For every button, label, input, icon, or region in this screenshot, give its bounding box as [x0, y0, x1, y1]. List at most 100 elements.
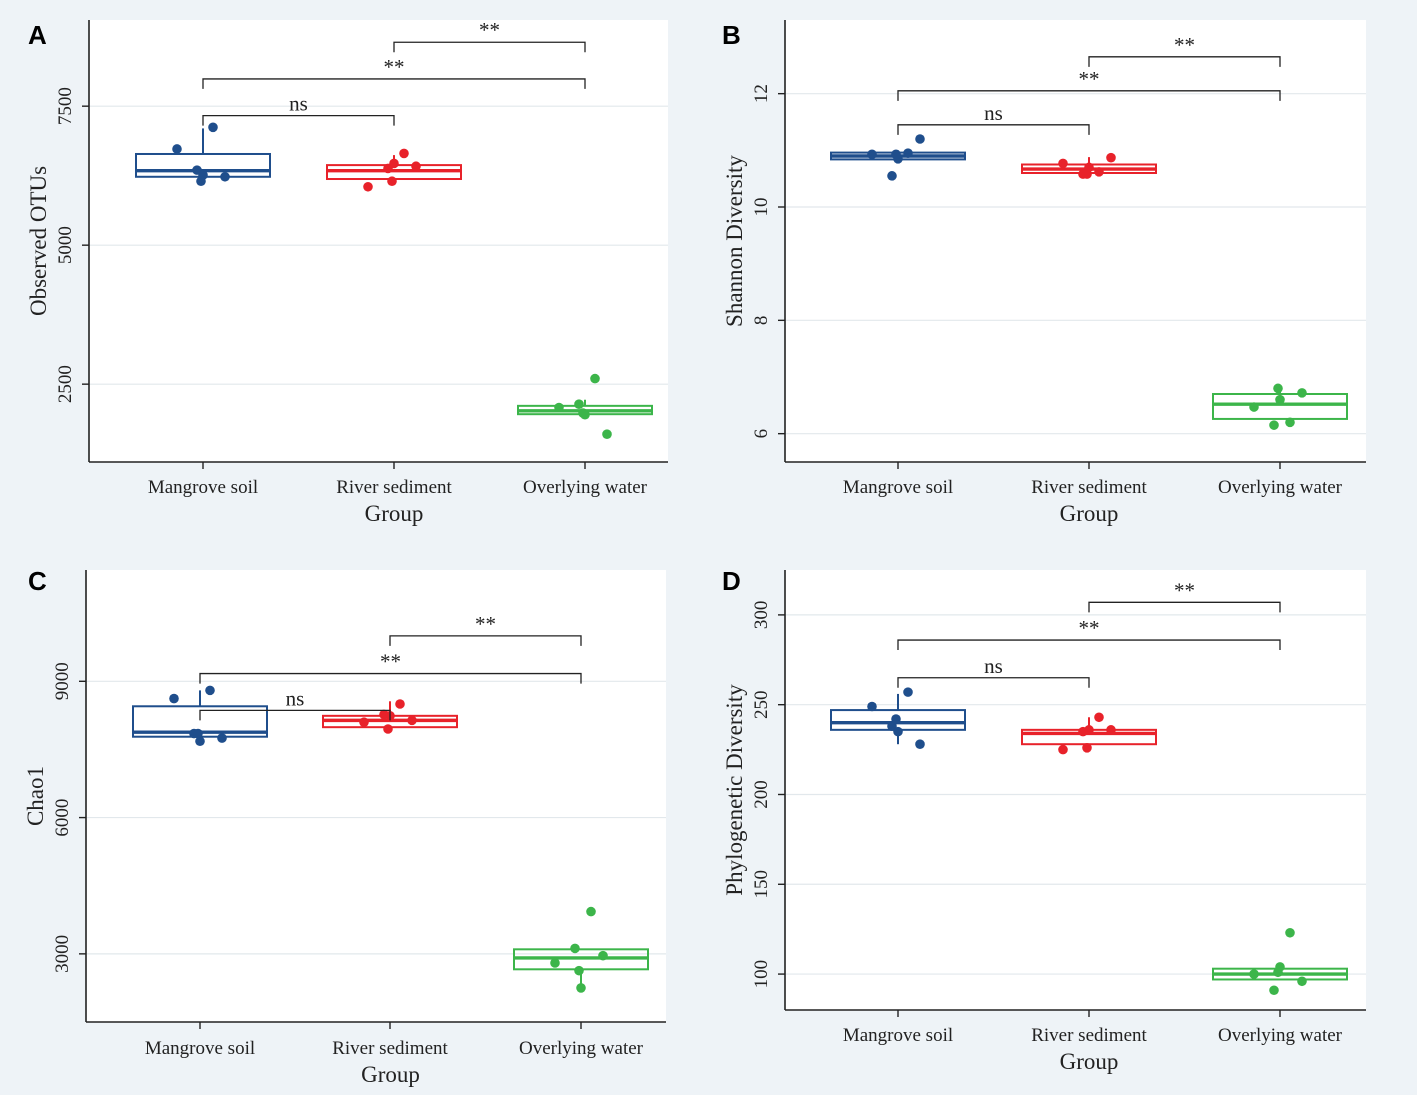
y-axis-title: Phylogenetic Diversity — [722, 684, 747, 896]
data-point — [195, 736, 205, 747]
data-point — [598, 950, 608, 961]
data-point — [1273, 383, 1283, 394]
data-point — [1106, 152, 1116, 163]
data-point — [395, 699, 405, 709]
data-point — [205, 685, 215, 696]
y-tick-label: 12 — [751, 84, 772, 103]
y-tick-label: 150 — [751, 870, 772, 899]
x-tick-label: Mangrove soil — [843, 1025, 953, 1046]
panel-letter: C — [28, 566, 47, 596]
panel-d: 100 150 200 250 300 Mangrove soil River sedime… — [722, 566, 1366, 1074]
data-point — [570, 943, 580, 954]
data-point — [1094, 167, 1104, 177]
data-point — [1058, 744, 1068, 755]
data-point — [903, 148, 913, 158]
significance-label: ** — [475, 612, 496, 636]
y-axis-title: Chao1 — [23, 766, 48, 826]
data-point — [359, 717, 369, 727]
x-tick-label: River sediment — [1031, 477, 1147, 498]
data-point — [590, 373, 600, 384]
significance-label: ns — [289, 92, 308, 116]
significance-bracket — [897, 677, 1090, 688]
y-axis-title: Observed OTUs — [26, 166, 51, 316]
significance-bracket — [389, 635, 582, 646]
data-point — [1285, 417, 1295, 428]
panel-c: 3000 6000 9000 Mangrove soil River sediment O… — [23, 566, 666, 1087]
data-point — [1297, 388, 1307, 398]
data-point — [1275, 394, 1285, 405]
significance-bracket — [202, 78, 586, 89]
data-point — [1058, 158, 1068, 169]
panel-letter: B — [722, 20, 741, 50]
data-point — [893, 726, 903, 737]
data-point — [915, 134, 925, 144]
plot-area — [89, 20, 668, 462]
plot-area — [785, 570, 1366, 1010]
data-point — [1297, 976, 1307, 987]
y-tick-label: 5000 — [55, 226, 76, 264]
data-point — [193, 728, 203, 739]
y-tick-label: 3000 — [52, 935, 73, 973]
data-point — [574, 965, 584, 976]
data-point — [867, 701, 877, 712]
significance-label: ** — [1174, 578, 1195, 602]
significance-bracket — [1088, 56, 1281, 67]
y-tick-label: 8 — [751, 316, 772, 326]
y-tick-label: 200 — [751, 780, 772, 809]
data-point — [217, 733, 227, 743]
x-axis-title: Group — [1060, 501, 1119, 526]
y-tick-label: 100 — [751, 960, 772, 989]
data-point — [389, 158, 399, 169]
data-point — [576, 983, 586, 993]
x-tick-label: Overlying water — [519, 1038, 644, 1059]
significance-bracket — [1088, 601, 1281, 613]
x-tick-label: Mangrove soil — [145, 1038, 255, 1059]
significance-label: ** — [384, 55, 405, 79]
y-tick-label: 6 — [751, 429, 772, 439]
x-tick-label: Overlying water — [1218, 1025, 1343, 1046]
data-point — [1082, 169, 1092, 179]
data-point — [220, 171, 230, 182]
data-point — [1084, 725, 1094, 735]
data-point — [208, 122, 218, 133]
data-point — [363, 181, 373, 192]
data-point — [1082, 742, 1092, 753]
significance-label: ** — [1174, 33, 1195, 57]
y-tick-label: 9000 — [52, 662, 73, 700]
significance-bracket — [199, 709, 391, 721]
data-point — [574, 399, 584, 409]
data-point — [387, 176, 397, 187]
data-point — [903, 687, 913, 697]
panel-b: 6 8 10 12 Mangrove soil River sediment Overlyi… — [722, 20, 1366, 526]
data-point — [1285, 927, 1295, 938]
data-point — [1269, 985, 1279, 996]
x-tick-label: Overlying water — [523, 477, 648, 498]
data-point — [602, 429, 612, 440]
x-tick-label: Mangrove soil — [148, 477, 258, 498]
y-tick-label: 250 — [751, 690, 772, 719]
data-point — [1249, 402, 1259, 412]
data-point — [169, 693, 179, 704]
y-tick-label: 2500 — [55, 365, 76, 403]
data-point — [915, 739, 925, 750]
panel-a: 2500 5000 7500 Mangrove soil River sediment O… — [26, 18, 668, 526]
significance-label: ** — [479, 18, 500, 42]
plot-area — [86, 570, 666, 1022]
data-point — [1269, 420, 1279, 430]
data-point — [586, 906, 596, 917]
data-point — [399, 148, 409, 159]
x-tick-label: River sediment — [332, 1038, 448, 1059]
significance-label: ns — [984, 101, 1003, 125]
significance-bracket — [199, 672, 582, 684]
panel-letter: D — [722, 566, 741, 596]
data-point — [554, 402, 564, 413]
significance-label: ns — [286, 686, 305, 710]
data-point — [196, 176, 206, 187]
y-tick-label: 10 — [751, 198, 772, 217]
x-axis-title: Group — [361, 1062, 420, 1087]
data-point — [891, 714, 901, 724]
x-tick-label: River sediment — [336, 477, 452, 498]
y-tick-label: 7500 — [55, 87, 76, 125]
significance-bracket — [897, 639, 1281, 651]
